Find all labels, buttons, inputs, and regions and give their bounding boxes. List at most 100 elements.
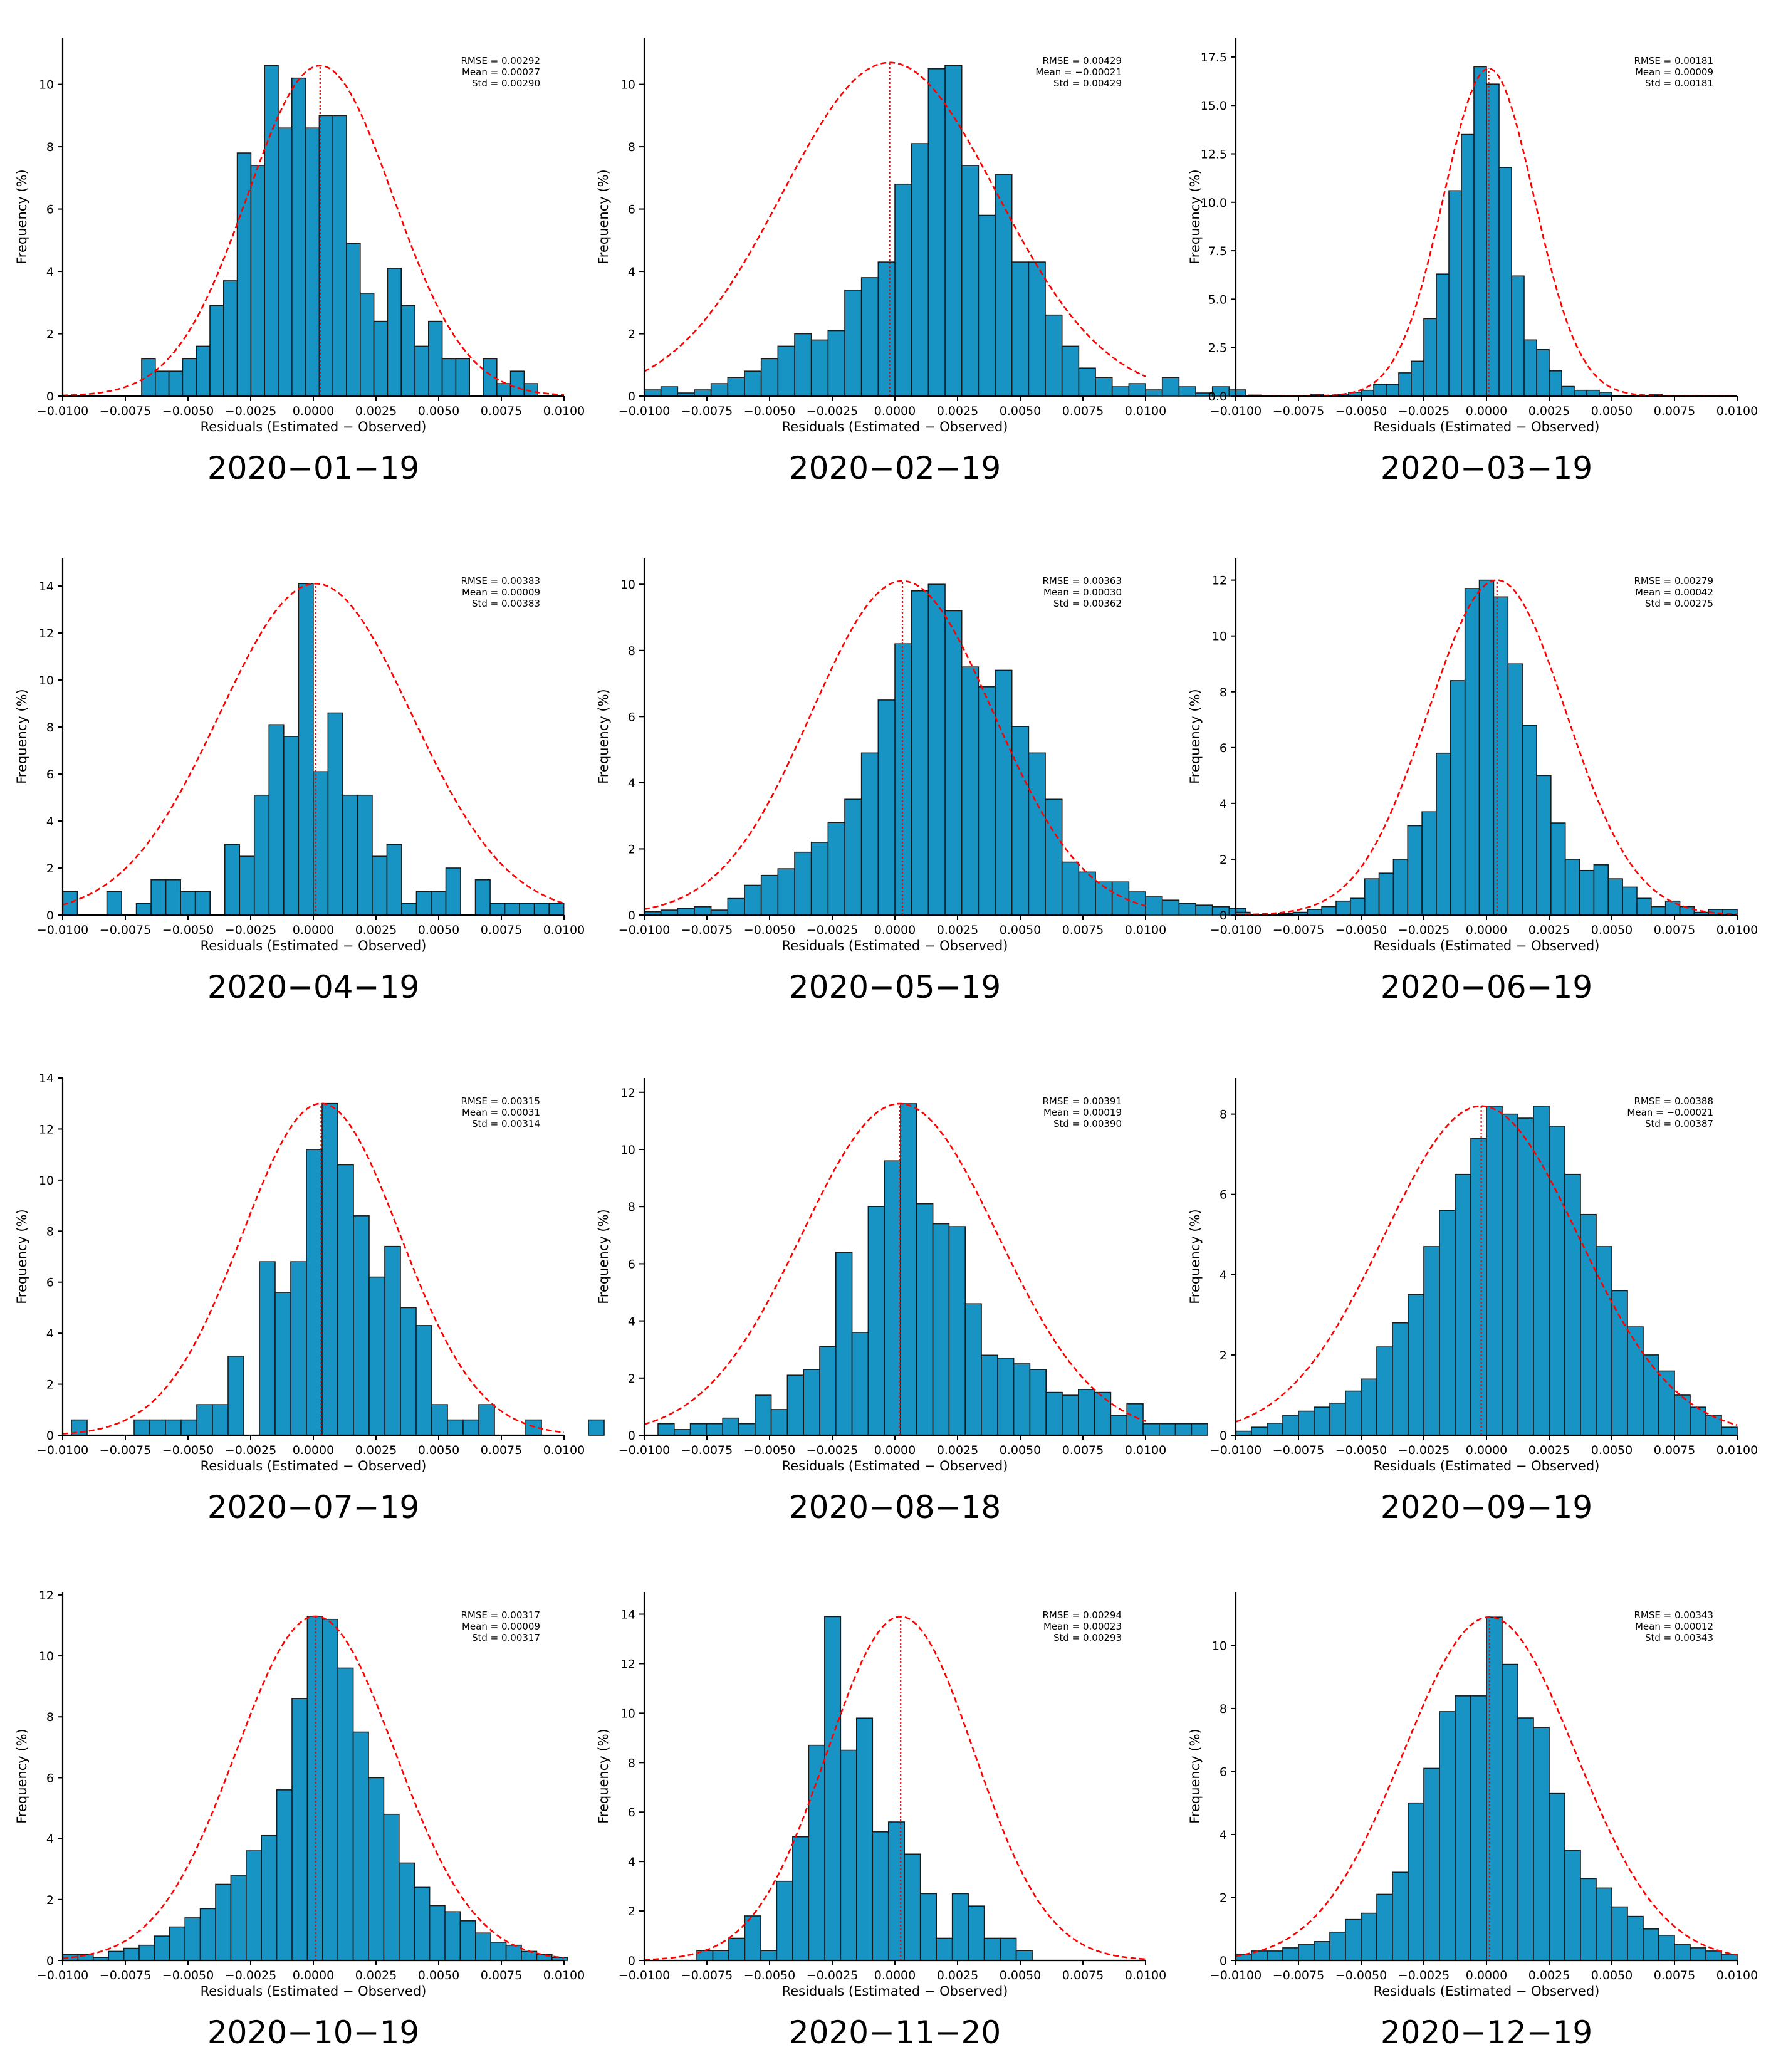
histogram-bar [728,1937,746,1961]
y-tick-label: 12 [39,627,54,641]
histogram-bar [290,1261,307,1436]
histogram-bar [588,1419,605,1436]
histogram-bar [372,855,388,916]
panel-date-title: 2020−10−19 [207,2014,419,2051]
histogram-bar [1470,1138,1487,1436]
histogram-bar [1029,1369,1047,1436]
histogram-bar [995,174,1013,397]
histogram-panel: −0.0100 −0.0075 −0.0050 −0.0025 0.0000 0.0025… [14,38,585,486]
stats-line: Std = 0.00181 [1645,78,1713,89]
histogram-bar [1690,1406,1706,1436]
histogram-bar [521,1950,538,1961]
x-axis-label: Residuals (Estimated − Observed) [782,1458,1008,1473]
stats-line: Mean = 0.00030 [1043,587,1122,598]
histogram-bar [1450,680,1466,916]
histogram-bar [342,794,358,916]
histogram-bar [155,370,170,397]
histogram-bars [1235,1616,1738,1961]
histogram-bar [387,268,402,397]
stats-line: Mean = 0.00009 [1635,66,1713,78]
histogram-bar [321,1102,338,1436]
histogram-bar [368,1276,385,1436]
histogram-bars [141,65,539,397]
histogram-bar [505,1944,522,1961]
x-tick-label: −0.0050 [162,1969,214,1982]
histogram-bar [1321,906,1337,916]
x-tick-label: 0.0000 [874,923,916,937]
x-tick-label: 0.0075 [1062,1443,1104,1457]
histogram-bar [936,1937,953,1961]
y-tick-label: 4 [46,265,54,279]
x-tick-label: −0.0050 [1335,1969,1387,1982]
x-tick-label: 0.0000 [1466,1443,1507,1457]
x-tick-label: −0.0100 [619,1443,670,1457]
histogram-bar [168,370,184,397]
histogram-bar [944,65,963,397]
histogram-bar [165,879,181,916]
stats-line: Mean = 0.00019 [1043,1107,1122,1118]
y-tick-label: 0 [1220,909,1227,923]
y-tick-label: 4 [46,1327,54,1341]
y-tick-label: 12 [1212,574,1227,588]
panel-date-title: 2020−02−19 [789,450,1001,486]
x-tick-label: 0.0025 [355,404,397,418]
stats-line: Std = 0.00290 [472,78,540,89]
histogram-bar [1228,389,1246,397]
histogram-bar [519,903,535,916]
histogram-bar [321,1618,338,1961]
y-tick-label: 15.0 [1201,99,1227,113]
normal-fit-curve [62,1102,565,1435]
histogram-bar [474,1932,491,1961]
histogram-bar [1436,273,1450,397]
histogram-bar [1436,752,1451,916]
histogram-bar [1178,903,1196,916]
x-axis-label: Residuals (Estimated − Observed) [1374,1984,1600,1999]
x-tick-label: 0.0050 [1000,1443,1041,1457]
x-tick-label: 0.0075 [1654,923,1695,937]
histogram-bar [305,127,320,397]
y-tick-label: 8 [46,1225,54,1238]
histogram-panel: −0.0100 −0.0075 −0.0050 −0.0025 0.0000 0.0025… [14,1072,605,1525]
histogram-bar [196,345,211,397]
panel-date-title: 2020−06−19 [1381,969,1592,1005]
x-tick-label: −0.0025 [807,1443,858,1457]
stats-line: Mean = 0.00023 [1043,1621,1122,1632]
histogram-bar [727,377,745,397]
histogram-bar [1523,339,1537,397]
histogram-bar [1078,367,1096,397]
histogram-bar [810,842,829,916]
normal-fit-curve [644,1616,1146,1961]
x-tick-label: 0.0000 [874,404,916,418]
histogram-bar [978,214,996,397]
histogram-bar [141,358,156,397]
y-tick-label: 8 [628,1200,635,1214]
y-tick-label: 0 [46,909,54,923]
histogram-bar [919,1893,937,1961]
stats-line: Mean = 0.00009 [462,1621,540,1632]
y-tick-label: 8 [46,721,54,735]
x-tick-label: −0.0075 [100,1443,151,1457]
x-tick-label: −0.0025 [1398,404,1450,418]
histogram-bar [1142,1423,1160,1436]
histogram-bar [777,345,795,397]
histogram-bar [1015,1950,1033,1961]
histogram-bar [1478,579,1495,916]
y-tick-label: 6 [628,710,635,724]
histogram-bar [911,143,929,397]
histogram-bar [276,1789,293,1961]
y-tick-label: 2 [46,1378,54,1392]
stats-line: Std = 0.00383 [472,598,540,609]
y-tick-label: 10 [620,578,635,592]
histogram-bar [689,1423,708,1436]
histogram-bar [478,1404,495,1436]
histogram-bar [1392,1322,1409,1436]
x-tick-label: −0.0100 [1210,404,1262,418]
x-tick-label: −0.0100 [619,1969,670,1982]
x-axis-label: Residuals (Estimated − Observed) [1374,419,1600,434]
histogram-bar [337,1667,354,1961]
x-tick-label: −0.0075 [100,923,151,937]
histogram-bar [1561,385,1575,397]
